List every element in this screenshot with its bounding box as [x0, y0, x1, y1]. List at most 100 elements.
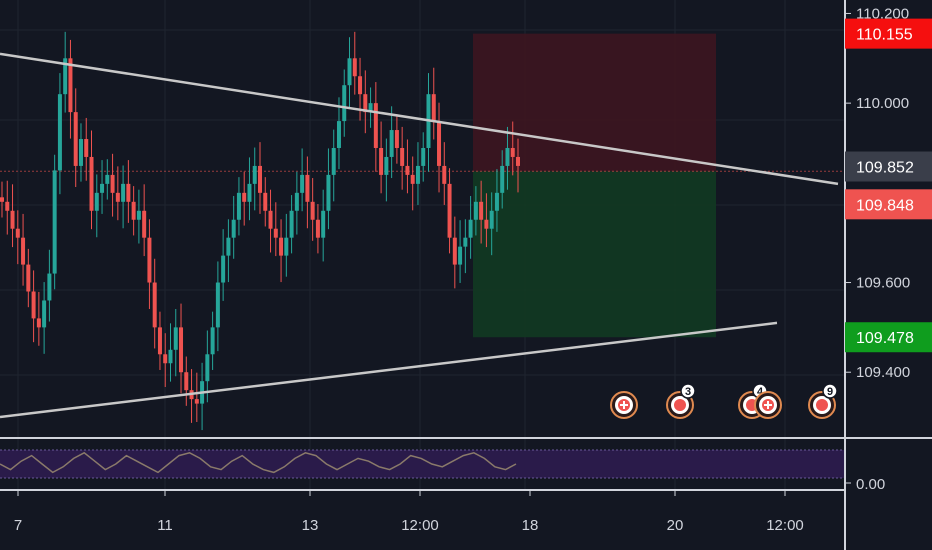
candle — [136, 189, 141, 244]
candles — [0, 31, 520, 431]
candle-body — [210, 327, 215, 355]
candle-body — [136, 210, 141, 220]
candle — [452, 216, 457, 289]
candle-body — [31, 291, 36, 319]
price-tag-label: 109.478 — [856, 330, 914, 347]
candle — [331, 129, 336, 202]
candle — [352, 31, 357, 95]
candle-body — [294, 192, 299, 211]
candle — [273, 202, 278, 257]
candle — [31, 270, 36, 343]
candle-body — [121, 183, 126, 202]
candle-body — [431, 94, 436, 122]
candle — [368, 87, 373, 128]
candle — [0, 181, 4, 218]
candle — [231, 195, 236, 259]
candle — [15, 210, 20, 265]
economic-events[interactable]: 3 4 9 — [610, 383, 838, 419]
candle — [437, 102, 442, 193]
candle-body — [268, 210, 273, 229]
candle-body — [236, 192, 241, 220]
plus-icon-v — [767, 401, 769, 409]
event-marker[interactable]: 3 — [666, 383, 696, 419]
price-tag-box — [845, 18, 932, 49]
position-zones — [0, 33, 845, 338]
candle — [516, 138, 520, 193]
candle — [10, 184, 15, 248]
candle — [431, 67, 436, 140]
candle-body — [105, 174, 110, 184]
candle-body — [89, 156, 94, 211]
oscillator-axis: 0.00 — [845, 476, 885, 493]
event-count-label: 3 — [685, 386, 691, 398]
candle-body — [305, 174, 310, 202]
candle-body — [0, 197, 4, 202]
price-tag-box — [845, 189, 932, 220]
event-marker[interactable] — [610, 391, 638, 419]
candle-body — [336, 121, 341, 148]
candle-body — [21, 237, 26, 265]
candle-body — [63, 58, 68, 95]
candle — [226, 219, 231, 283]
trendlines[interactable] — [0, 52, 839, 419]
price-tick-label: 110.000 — [856, 95, 909, 112]
candle — [389, 106, 394, 179]
price-axis[interactable]: 110.200 110.000 109.600 109.400 — [845, 5, 910, 381]
candle-body — [115, 192, 120, 202]
candle — [52, 154, 57, 290]
time-tick-label: 20 — [667, 517, 684, 534]
candle-body — [147, 237, 152, 283]
price-tag-box — [845, 151, 932, 182]
candle-body — [363, 94, 368, 113]
trendline-upper[interactable] — [0, 52, 839, 186]
event-marker[interactable] — [754, 391, 782, 419]
candle — [305, 156, 310, 229]
candle — [26, 248, 31, 308]
candle — [484, 193, 489, 248]
candle-body — [279, 237, 284, 256]
price-tag-label: 110.155 — [856, 27, 913, 44]
candle — [157, 311, 162, 370]
candle-body — [184, 372, 189, 391]
candle — [147, 219, 152, 309]
candle-body — [68, 58, 73, 113]
candle — [510, 121, 515, 176]
candle-body — [342, 85, 347, 122]
time-axis[interactable]: 7 11 13 12:00 18 20 12:00 — [14, 490, 804, 534]
candle — [394, 114, 399, 164]
candle — [268, 189, 273, 253]
candle — [373, 82, 378, 172]
trendline-lower[interactable] — [0, 321, 778, 419]
candle — [131, 186, 136, 236]
candle-body — [473, 201, 478, 220]
candle — [5, 180, 10, 235]
candle-body — [452, 237, 457, 265]
candle-body — [5, 201, 10, 211]
price-tag-label: 109.852 — [856, 160, 914, 177]
candle-body — [331, 147, 336, 175]
candle-body — [26, 264, 31, 292]
candle-body — [163, 354, 168, 364]
candle-body — [415, 165, 420, 184]
candle — [494, 169, 499, 232]
candle — [47, 249, 52, 322]
candle-body — [468, 219, 473, 238]
event-marker[interactable]: 9 — [808, 383, 838, 419]
candle-body — [289, 210, 294, 238]
plus-icon-v — [623, 401, 625, 409]
candle — [300, 148, 305, 212]
candle — [78, 123, 83, 182]
candle-body — [510, 147, 515, 157]
candle-body — [47, 273, 52, 301]
candle-body — [479, 201, 484, 220]
candle-body — [494, 192, 499, 211]
candle-body — [131, 201, 136, 220]
event-count-label: 4 — [757, 386, 764, 398]
candle — [142, 184, 147, 257]
candle-body — [110, 174, 115, 193]
candle — [258, 142, 262, 214]
candle — [252, 147, 257, 211]
candle — [194, 372, 199, 422]
price-tag-stop: 110.155 — [845, 18, 932, 49]
